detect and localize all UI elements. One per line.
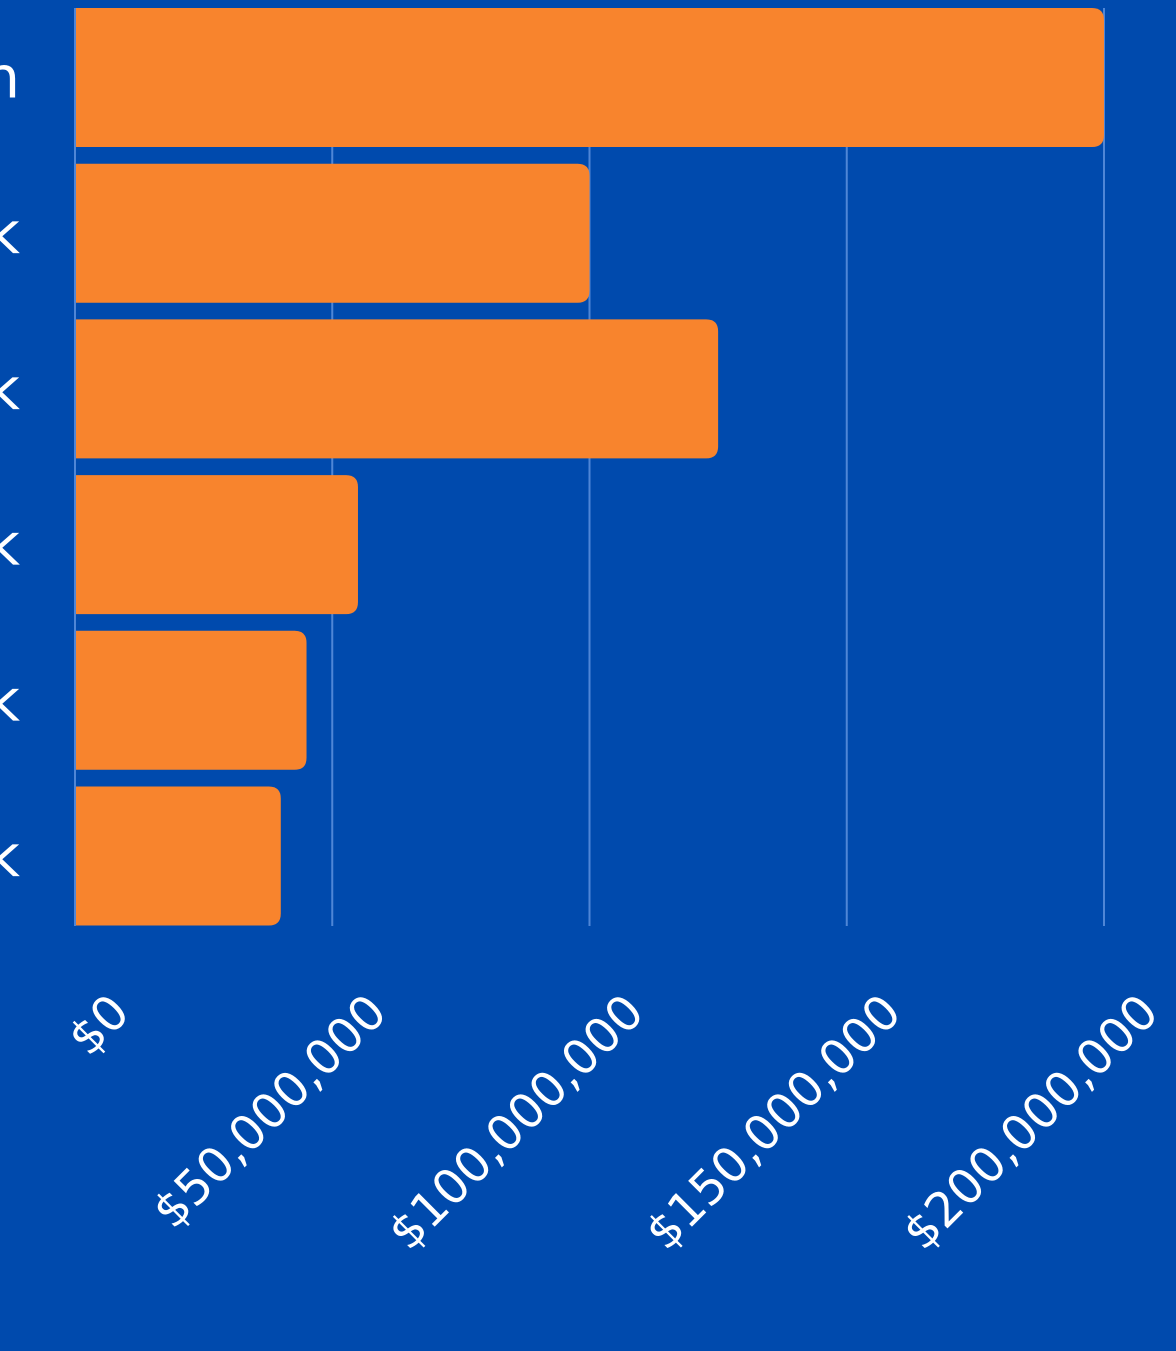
bar — [75, 475, 358, 615]
bar — [75, 319, 719, 459]
category-label: k — [0, 199, 20, 267]
bar — [75, 8, 1104, 147]
category-label: k — [0, 355, 20, 423]
category-label: k — [0, 511, 20, 579]
category-label: k — [0, 666, 20, 734]
bar — [75, 786, 281, 926]
bars — [75, 8, 1104, 926]
category-label: k — [0, 822, 20, 890]
category-label: n — [0, 44, 20, 112]
bar — [75, 630, 307, 770]
category-labels: n k k k k k — [0, 44, 20, 891]
gridlines — [331, 8, 1105, 926]
bar — [75, 163, 590, 303]
